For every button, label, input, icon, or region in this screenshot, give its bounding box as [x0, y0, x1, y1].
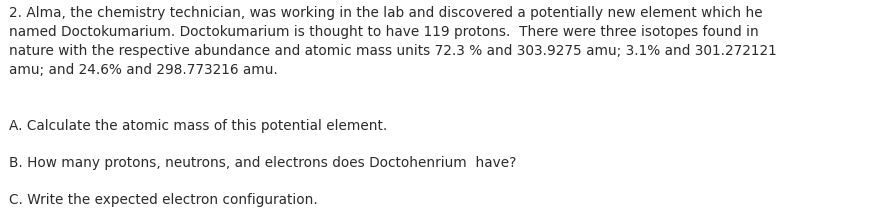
Text: A. Calculate the atomic mass of this potential element.: A. Calculate the atomic mass of this pot… — [9, 119, 387, 133]
Text: C. Write the expected electron configuration.: C. Write the expected electron configura… — [9, 193, 317, 207]
Text: 2. Alma, the chemistry technician, was working in the lab and discovered a poten: 2. Alma, the chemistry technician, was w… — [9, 6, 777, 77]
Text: B. How many protons, neutrons, and electrons does Doctohenrium  have?: B. How many protons, neutrons, and elect… — [9, 156, 517, 170]
